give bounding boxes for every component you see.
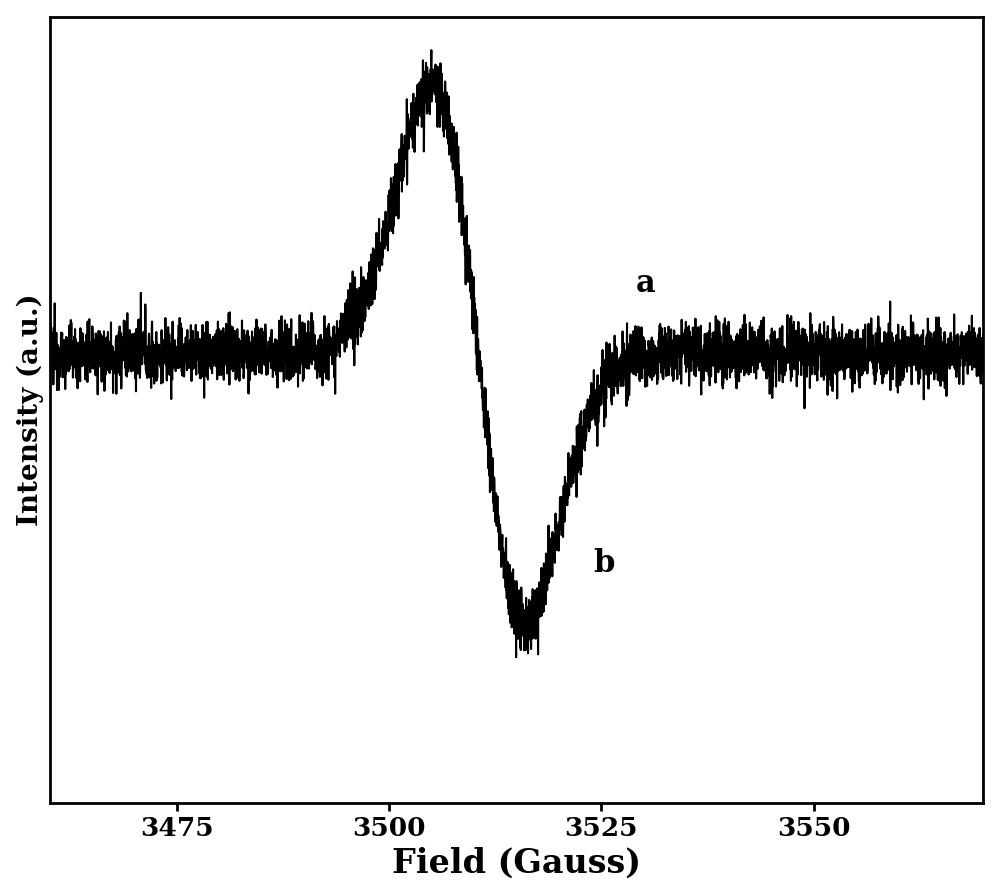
X-axis label: Field (Gauss): Field (Gauss)	[392, 847, 641, 879]
Text: a: a	[635, 268, 655, 298]
Y-axis label: Intensity (a.u.): Intensity (a.u.)	[17, 293, 44, 526]
Text: b: b	[593, 548, 614, 580]
